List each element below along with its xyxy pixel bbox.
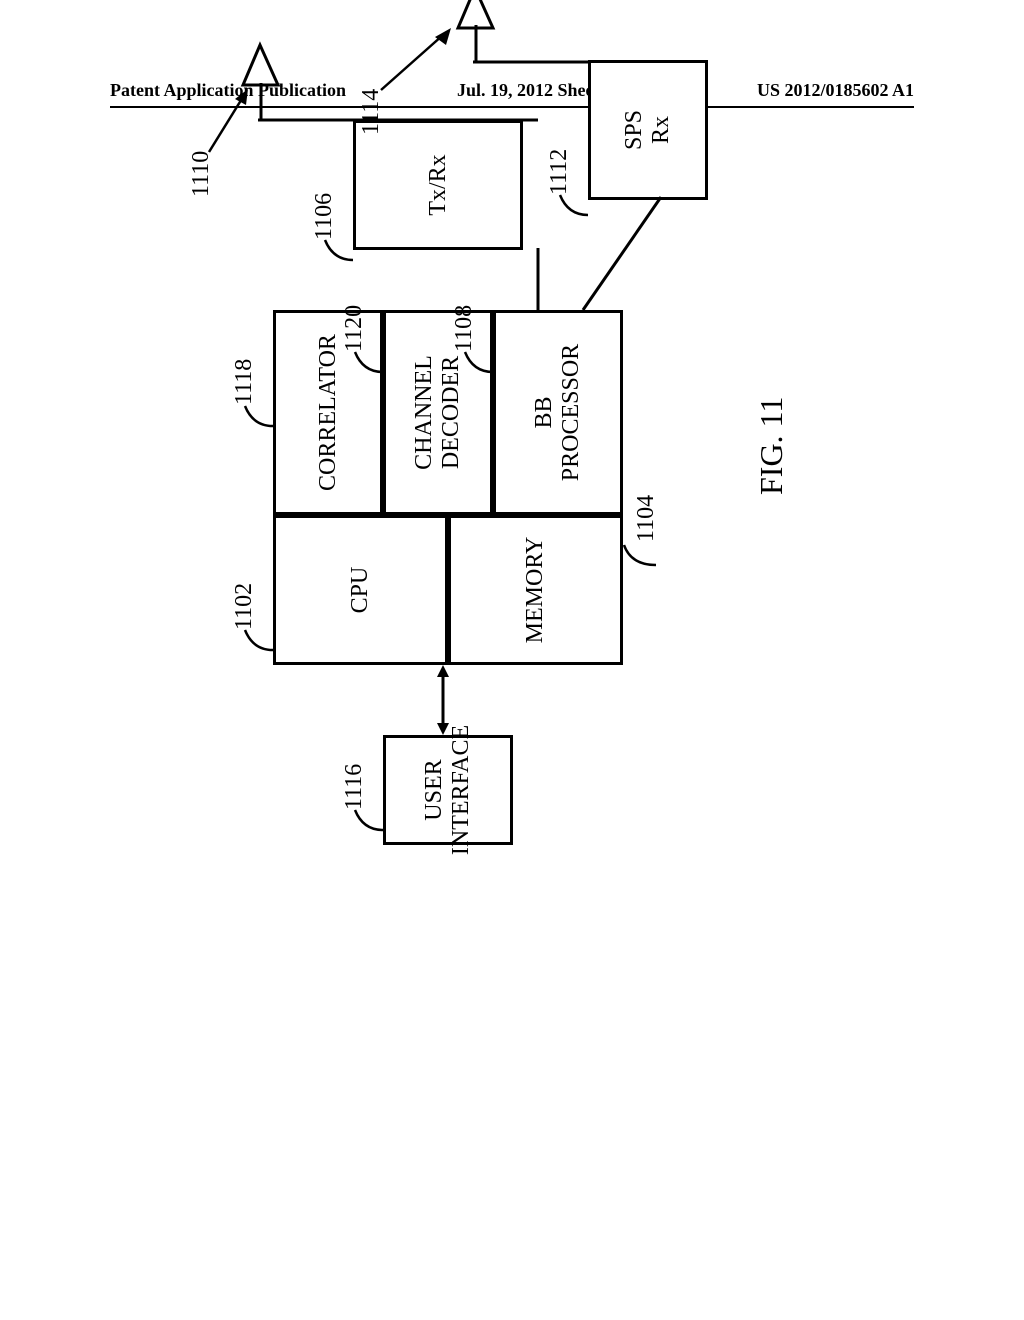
bb-processor-block: BB PROCESSOR — [493, 310, 623, 515]
line-sps-bb — [581, 192, 671, 312]
ref-1120: 1120 — [341, 305, 368, 352]
line-bb-txrx — [533, 245, 543, 310]
ref-1104: 1104 — [633, 495, 660, 542]
sps-rx-label: SPS Rx — [621, 110, 675, 150]
memory-label: MEMORY — [522, 537, 549, 644]
arrow-ui-cpu — [433, 665, 453, 735]
ref-1110: 1110 — [188, 151, 215, 197]
line-txrx-up — [258, 113, 538, 123]
ref-1106: 1106 — [311, 193, 338, 240]
block-diagram: USER INTERFACE 1116 CPU 1102 MEMORY 1104… — [73, 185, 773, 795]
header-right: US 2012/0185602 A1 — [757, 80, 914, 101]
ref-1108: 1108 — [451, 305, 478, 352]
cpu-label: CPU — [347, 567, 374, 614]
correlator-label: CORRELATOR — [315, 334, 342, 491]
ref-1112: 1112 — [546, 149, 573, 195]
ref-1102: 1102 — [231, 583, 258, 630]
txrx-block: Tx/Rx — [353, 120, 523, 250]
ref-1116: 1116 — [341, 764, 368, 810]
line-sps-up — [473, 55, 593, 65]
bb-processor-label: BB PROCESSOR — [531, 344, 585, 481]
ref-1114: 1114 — [358, 89, 385, 135]
ref-arrow-1110 — [201, 77, 256, 157]
txrx-label: Tx/Rx — [425, 154, 452, 215]
antenna2-icon — [453, 0, 498, 33]
sps-rx-block: SPS Rx — [588, 60, 708, 200]
ref-1118: 1118 — [231, 359, 258, 405]
cpu-block: CPU — [273, 515, 448, 665]
user-interface-block: USER INTERFACE — [383, 735, 513, 845]
figure-caption: FIG. 11 — [753, 397, 790, 495]
user-interface-label: USER INTERFACE — [421, 725, 475, 855]
memory-block: MEMORY — [448, 515, 623, 665]
ref-arrow-1114 — [373, 15, 458, 95]
